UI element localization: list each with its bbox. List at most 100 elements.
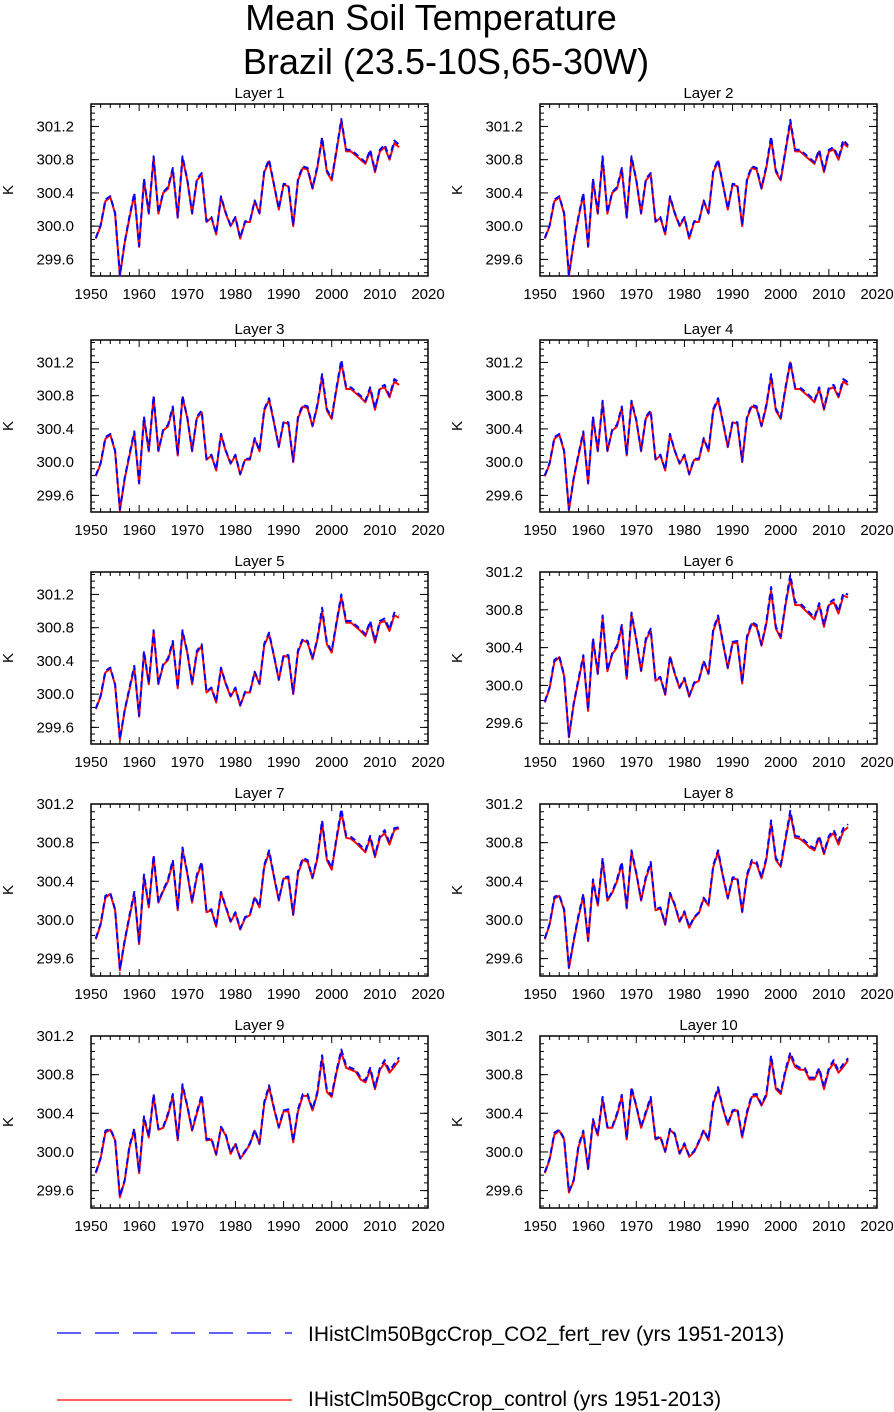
y-axis-label: K — [0, 421, 17, 431]
x-tick-label: 1970 — [620, 754, 653, 771]
x-tick-label: 2010 — [812, 986, 845, 1003]
y-tick-label: 300.8 — [36, 388, 74, 405]
x-tick-label: 1990 — [267, 754, 300, 771]
panel-layer-3: Layer 3 K 1950 1960 1970 1980 1990 2000 2010 2020… — [0, 321, 445, 539]
x-tick-label: 1950 — [523, 286, 556, 303]
x-tick-label: 2010 — [812, 1218, 845, 1235]
x-tick-label: 1970 — [171, 522, 204, 539]
panels-group: Layer 1 K 1950 1960 1970 1980 1990 2000 2010 2020… — [0, 85, 894, 1235]
series-line-control — [94, 1051, 400, 1199]
x-tick-label: 1960 — [122, 286, 155, 303]
x-tick-label: 1980 — [668, 1218, 701, 1235]
plot-frame — [539, 571, 878, 745]
y-tick-label: 300.0 — [36, 912, 74, 929]
y-tick-label: 300.8 — [36, 620, 74, 637]
x-tick-label: 2020 — [860, 754, 893, 771]
x-tick-label: 1960 — [122, 1218, 155, 1235]
series-line-control — [543, 1054, 849, 1194]
plot-frame — [539, 803, 878, 977]
y-tick-label: 300.8 — [485, 1067, 523, 1084]
y-tick-label: 300.0 — [485, 912, 523, 929]
y-axis-label: K — [449, 653, 466, 663]
y-tick-label: 300.4 — [485, 421, 523, 438]
x-tick-label: 2000 — [764, 754, 797, 771]
y-tick-label: 301.2 — [36, 1028, 74, 1045]
x-tick-label: 1970 — [620, 1218, 653, 1235]
series-line-co2-fert-rev — [543, 118, 849, 277]
panel-layer-2: Layer 2 K 1950 1960 1970 1980 1990 2000 2010 2020… — [449, 85, 894, 303]
x-tick-label: 1960 — [571, 986, 604, 1003]
y-tick-label: 301.2 — [485, 354, 523, 371]
y-axis-label: K — [0, 185, 17, 195]
y-tick-label: 299.6 — [36, 951, 74, 968]
series-line-control — [543, 812, 849, 970]
panel-title: Layer 2 — [683, 85, 733, 102]
panel-layer-10: Layer 10 K 1950 1960 1970 1980 1990 2000 2010 202… — [449, 1017, 894, 1235]
y-axis-label: K — [449, 421, 466, 431]
x-tick-label: 1990 — [716, 286, 749, 303]
x-tick-label: 1950 — [74, 1218, 107, 1235]
legend-label-co2-fert-rev: IHistClm50BgcCrop_CO2_fert_rev (yrs 1951… — [308, 1323, 784, 1346]
x-tick-label: 1990 — [716, 754, 749, 771]
series-line-co2-fert-rev — [543, 573, 849, 738]
x-tick-label: 1980 — [219, 522, 252, 539]
y-tick-label: 300.8 — [485, 388, 523, 405]
x-tick-label: 1950 — [74, 522, 107, 539]
x-tick-label: 2020 — [411, 754, 444, 771]
y-tick-label: 301.2 — [485, 564, 523, 581]
plot-frame — [90, 339, 429, 513]
y-tick-label: 301.2 — [36, 796, 74, 813]
y-tick-label: 299.6 — [485, 487, 523, 504]
x-tick-label: 1970 — [171, 1218, 204, 1235]
y-axis-label: K — [0, 885, 17, 895]
y-tick-label: 300.0 — [36, 454, 74, 471]
x-tick-label: 1990 — [716, 522, 749, 539]
x-tick-label: 1980 — [219, 286, 252, 303]
x-tick-label: 1980 — [668, 754, 701, 771]
y-axis-label: K — [449, 185, 466, 195]
y-tick-label: 300.8 — [36, 1067, 74, 1084]
x-tick-label: 1950 — [523, 522, 556, 539]
plot-frame — [90, 803, 429, 977]
x-tick-label: 1990 — [267, 286, 300, 303]
y-tick-label: 299.6 — [36, 251, 74, 268]
y-tick-label: 300.4 — [36, 185, 74, 202]
x-tick-label: 1950 — [74, 286, 107, 303]
x-tick-label: 1960 — [571, 754, 604, 771]
x-tick-label: 1990 — [716, 1218, 749, 1235]
x-tick-label: 2000 — [315, 1218, 348, 1235]
x-tick-label: 1990 — [716, 986, 749, 1003]
x-tick-label: 2010 — [363, 754, 396, 771]
x-tick-label: 2020 — [860, 286, 893, 303]
y-axis-label: K — [449, 1117, 466, 1127]
y-tick-label: 299.6 — [485, 251, 523, 268]
main-title-line2: Brazil (23.5-10S,65-30W) — [243, 41, 649, 82]
panel-title: Layer 10 — [679, 1017, 737, 1034]
series-line-control — [94, 595, 400, 741]
plot-frame — [90, 103, 429, 277]
panel-title: Layer 4 — [683, 321, 733, 338]
x-tick-label: 1950 — [74, 986, 107, 1003]
plot-frame — [539, 103, 878, 277]
x-tick-label: 2000 — [764, 986, 797, 1003]
x-tick-label: 1980 — [219, 754, 252, 771]
y-tick-label: 300.4 — [485, 873, 523, 890]
series-line-co2-fert-rev — [94, 807, 400, 971]
series-line-control — [543, 121, 849, 277]
x-tick-label: 1990 — [267, 1218, 300, 1235]
legend: IHistClm50BgcCrop_CO2_fert_rev (yrs 1951… — [57, 1323, 784, 1411]
series-line-co2-fert-rev — [543, 359, 849, 511]
x-tick-label: 2020 — [860, 986, 893, 1003]
y-tick-label: 300.4 — [36, 421, 74, 438]
y-tick-label: 300.4 — [485, 1105, 523, 1122]
series-line-co2-fert-rev — [94, 358, 400, 511]
y-tick-label: 300.8 — [485, 835, 523, 852]
x-tick-label: 1990 — [267, 986, 300, 1003]
panel-title: Layer 9 — [234, 1017, 284, 1034]
series-line-control — [94, 361, 400, 512]
y-axis-label: K — [0, 653, 17, 663]
panel-layer-8: Layer 8 K 1950 1960 1970 1980 1990 2000 2010 2020… — [449, 785, 894, 1003]
series-line-control — [94, 810, 400, 972]
y-tick-label: 299.6 — [485, 1183, 523, 1200]
x-tick-label: 1960 — [571, 1218, 604, 1235]
